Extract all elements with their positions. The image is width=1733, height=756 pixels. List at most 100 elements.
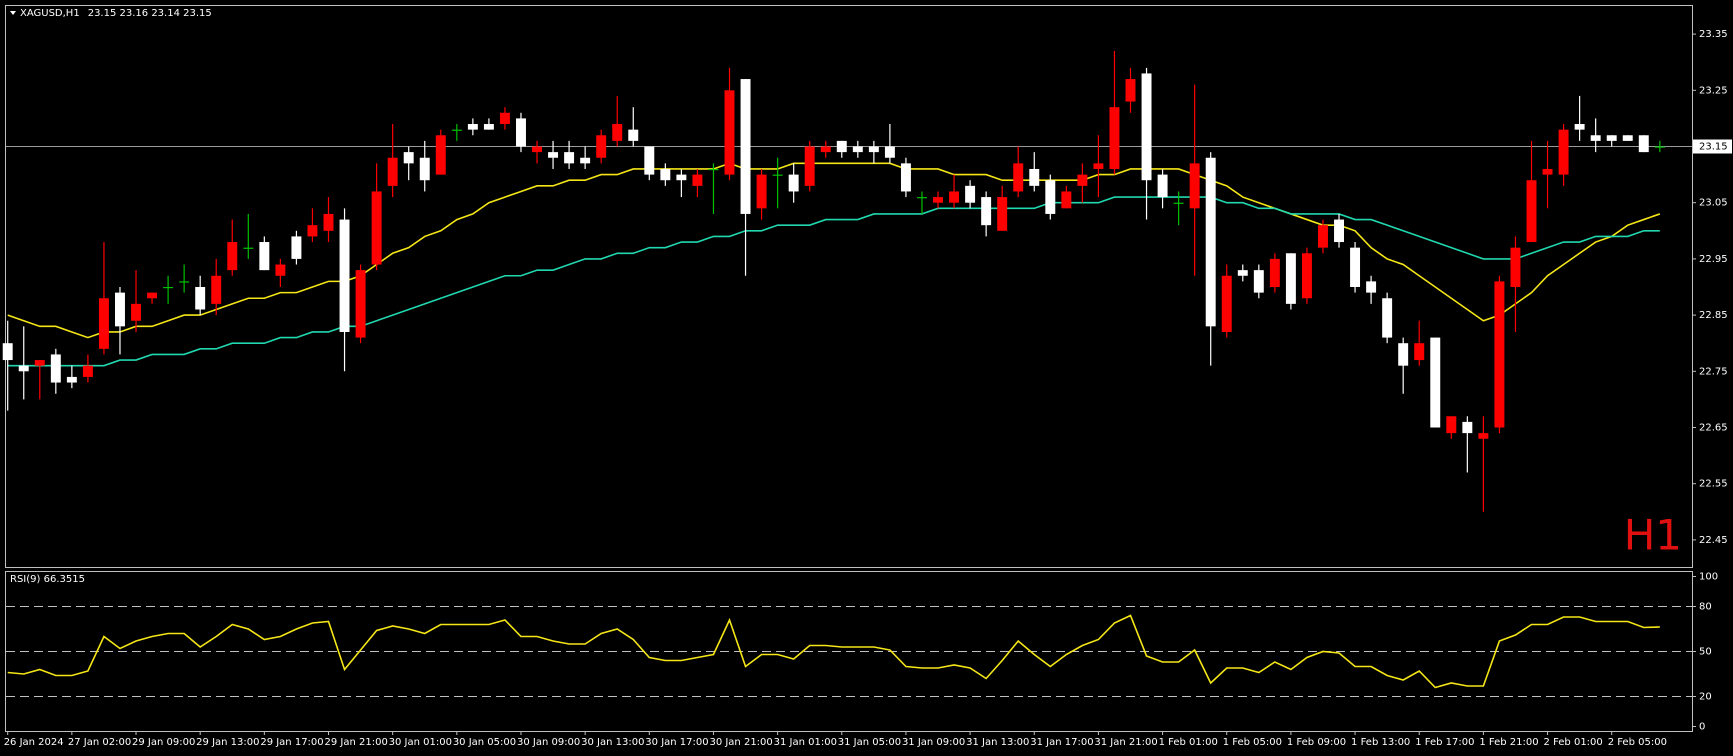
candle-body [548, 152, 559, 158]
candle-body [1526, 180, 1537, 243]
candle-body [1285, 253, 1296, 304]
candle-body [1654, 146, 1665, 148]
candle-body [467, 124, 478, 130]
y-tick-label: 22.45 [1699, 535, 1728, 546]
candle-body [1301, 253, 1312, 299]
candle-body [564, 152, 575, 164]
ohlc-values: 23.15 23.16 23.14 23.15 [88, 8, 212, 19]
candle-body [1510, 247, 1521, 287]
candle-body [1189, 163, 1200, 209]
candle-body [836, 140, 847, 153]
candle-body [50, 354, 61, 383]
candle-body [1494, 281, 1505, 428]
candle-body [884, 146, 895, 158]
x-tick-label: 31 Jan 13:00 [966, 737, 1029, 748]
x-tick-label: 2 Feb 01:00 [1544, 737, 1603, 748]
candle-body [1638, 135, 1649, 153]
candle-body [804, 146, 815, 186]
y-tick-label: 100 [1699, 572, 1718, 583]
y-tick-label: 22.55 [1699, 479, 1728, 490]
candle-body [1061, 191, 1072, 209]
candle-body [1350, 247, 1361, 287]
candle-body [596, 135, 607, 158]
candle-body [1237, 270, 1248, 276]
x-tick-label: 30 Jan 05:00 [453, 737, 516, 748]
candle-body [676, 174, 687, 181]
x-tick-label: 26 Jan 2024 [4, 737, 64, 748]
x-tick-label: 29 Jan 17:00 [260, 737, 323, 748]
x-tick-label: 1 Feb 21:00 [1479, 737, 1538, 748]
collapse-arrow [10, 11, 16, 15]
x-tick-label: 31 Jan 05:00 [838, 737, 901, 748]
candle-body [163, 287, 174, 289]
candle-body [1558, 129, 1569, 175]
x-tick-label: 27 Jan 02:00 [68, 737, 131, 748]
candle-body [259, 242, 270, 271]
candle-body [1622, 135, 1633, 141]
candle-body [949, 191, 960, 203]
candle-body [483, 124, 494, 130]
timeframe-watermark: H1 [1624, 511, 1682, 560]
x-tick-label: 1 Feb 01:00 [1159, 737, 1218, 748]
candle-body [997, 197, 1008, 231]
candle-body [1221, 275, 1232, 332]
candle-body [499, 112, 510, 125]
candle-body [580, 157, 591, 164]
candle-body [868, 146, 879, 153]
candle-body [98, 298, 109, 349]
x-tick-label: 31 Jan 17:00 [1030, 737, 1093, 748]
candle-body [1430, 337, 1441, 428]
candle-body [435, 135, 446, 175]
candle-body [852, 146, 863, 153]
y-tick-label: 23.05 [1699, 198, 1728, 209]
y-tick-label: 0 [1699, 722, 1705, 733]
candle-body [1606, 135, 1617, 141]
candle-body [772, 174, 783, 176]
candle-body [339, 219, 350, 332]
y-tick-label: 20 [1699, 692, 1712, 703]
candle-body [644, 146, 655, 175]
candle-body [756, 174, 767, 209]
x-tick-label: 31 Jan 09:00 [902, 737, 965, 748]
x-tick-label: 1 Feb 05:00 [1223, 737, 1282, 748]
candle-body [1574, 124, 1585, 130]
candle-body [355, 270, 366, 338]
candle-body [1045, 180, 1056, 214]
candle-body [1077, 174, 1088, 186]
candle-body [917, 197, 927, 199]
x-tick-label: 31 Jan 21:00 [1094, 737, 1157, 748]
candle-body [82, 365, 93, 377]
rsi-title: RSI(9) 66.3515 [10, 574, 85, 585]
candle-body [1398, 343, 1409, 366]
candle-body [692, 174, 703, 186]
x-tick-label: 1 Feb 13:00 [1351, 737, 1410, 748]
x-tick-label: 1 Feb 17:00 [1415, 737, 1474, 748]
candle-body [516, 118, 526, 147]
candle-body [1141, 73, 1152, 181]
x-tick-label: 30 Jan 13:00 [581, 737, 644, 748]
x-tick-label: 31 Jan 01:00 [774, 737, 837, 748]
candle-body [532, 146, 542, 153]
candle-body [34, 360, 45, 366]
candle-body [1253, 270, 1264, 293]
candle-body [387, 157, 398, 186]
chart-header: XAGUSD,H1 23.15 23.16 23.14 23.15 [20, 8, 212, 19]
candle-body [1334, 219, 1344, 243]
candle-body [451, 129, 462, 131]
candle-body [1157, 174, 1168, 198]
candle-body [66, 376, 77, 383]
y-tick-label: 23.35 [1699, 29, 1728, 40]
candle-body [965, 185, 976, 203]
candle-body [612, 124, 623, 141]
candle-body [371, 191, 382, 265]
candle-body [243, 247, 254, 249]
candle-body [660, 168, 671, 181]
candle-body [275, 264, 286, 276]
candle-body [1446, 416, 1457, 434]
candle-body [211, 275, 222, 304]
candle-body [1478, 433, 1489, 439]
y-tick-label: 22.85 [1699, 310, 1728, 321]
moving-average [7, 162, 1661, 339]
